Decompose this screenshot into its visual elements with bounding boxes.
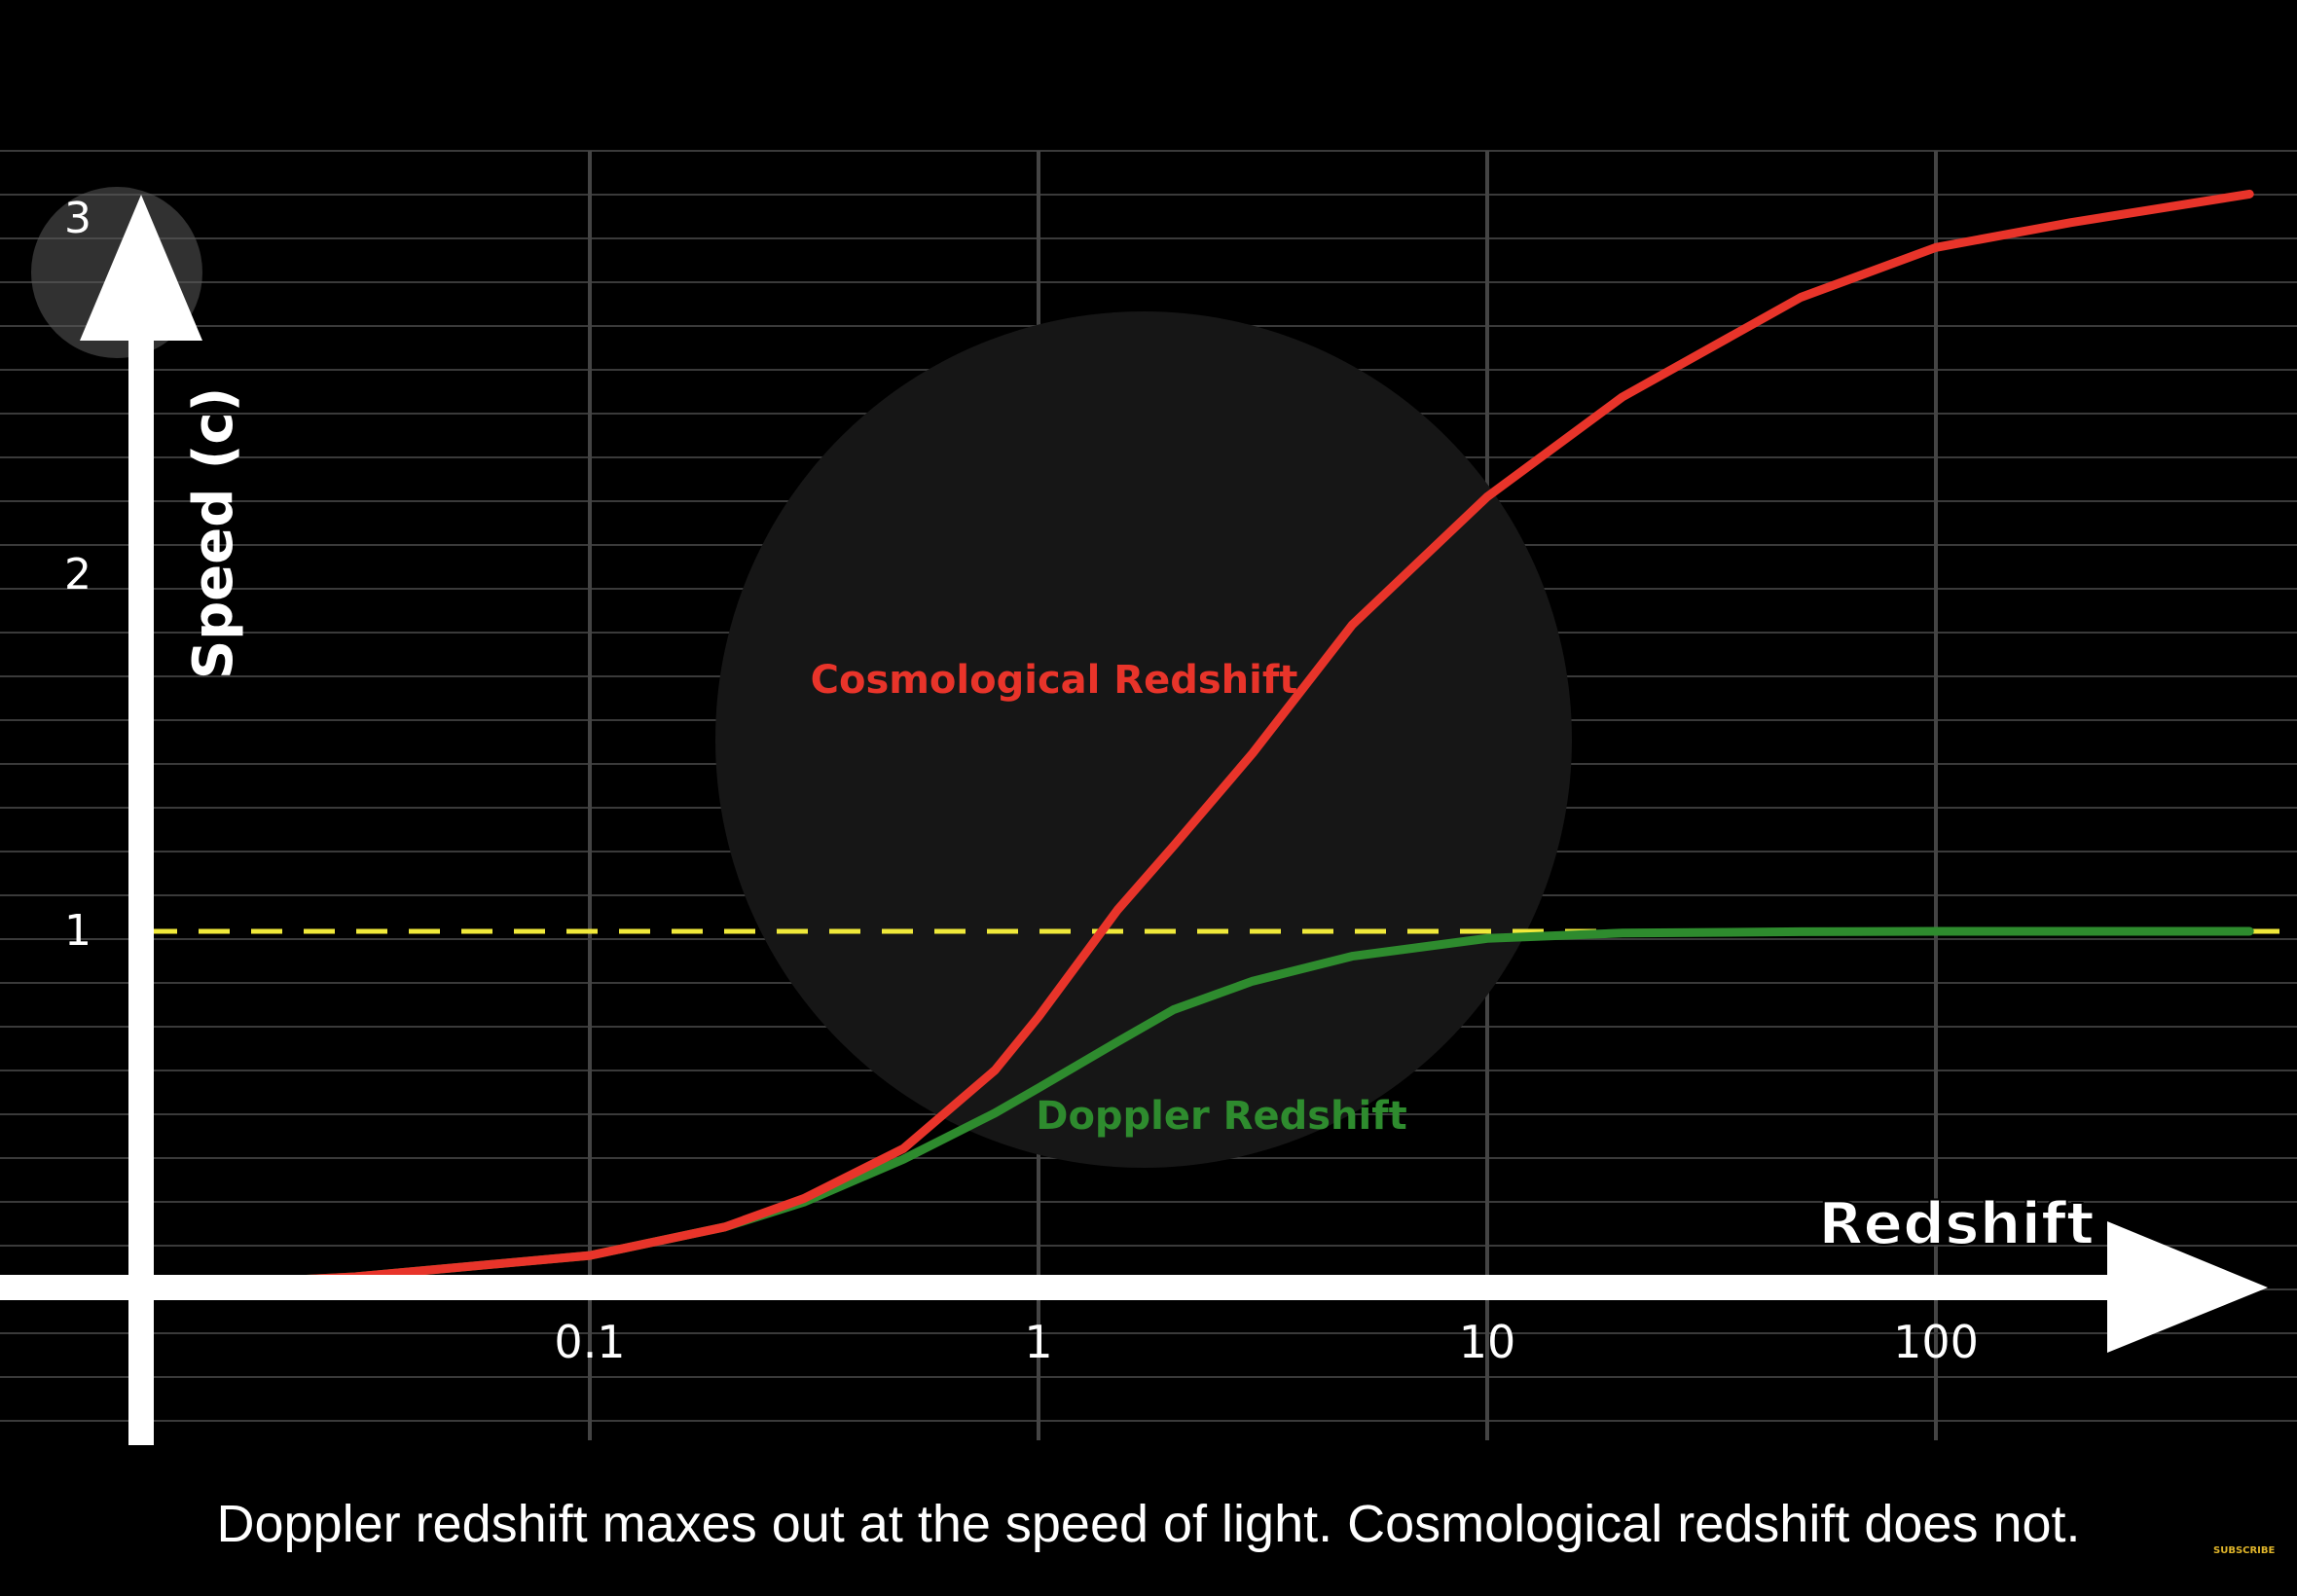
x-tick-label: 1 [1024, 1316, 1052, 1368]
y-tick-labels: 1 2 3 [64, 194, 91, 956]
subscribe-button[interactable]: SUBSCRIBE [2213, 1545, 2276, 1556]
series-lines [136, 189, 2254, 1292]
x-tick-label: 10 [1459, 1316, 1516, 1368]
y-axis-arrowhead [80, 195, 202, 341]
caption-subtitle: Doppler redshift maxes out at the speed … [216, 1495, 2081, 1553]
y-axis-line [128, 292, 154, 1445]
series-label-doppler: Doppler Redshift [1036, 1094, 1407, 1139]
axes [0, 195, 2268, 1445]
x-tick-label: 100 [1893, 1316, 1979, 1368]
y-axis-label: Speed (c) [182, 387, 245, 679]
y-tick-label: 2 [64, 550, 91, 599]
x-tick-labels: 0.1 1 10 100 [554, 1316, 1978, 1368]
x-axis-arrowhead [2107, 1221, 2268, 1353]
series-label-cosmological: Cosmological Redshift [811, 658, 1298, 703]
y-tick-label: 1 [64, 906, 91, 956]
x-axis-line [0, 1275, 2141, 1300]
x-axis-label: Redshift [1818, 1190, 2095, 1258]
series-line-cosmological [136, 189, 2254, 1292]
x-tick-label: 0.1 [554, 1316, 625, 1368]
y-tick-label: 3 [64, 194, 91, 243]
